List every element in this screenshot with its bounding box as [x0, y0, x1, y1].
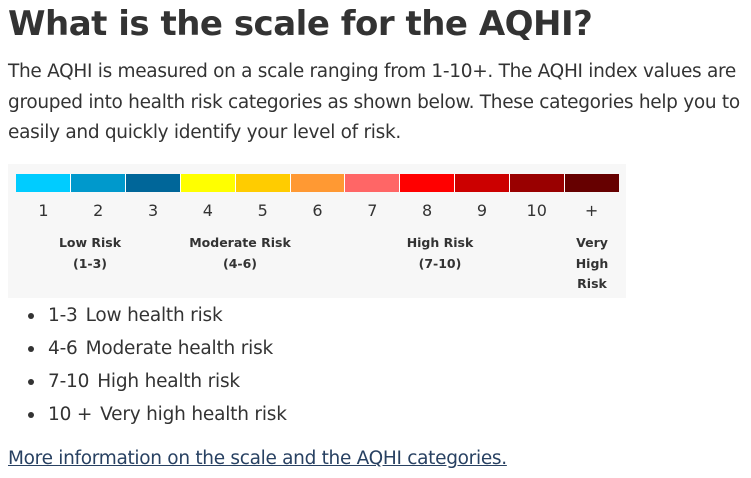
scale-segment-4	[180, 174, 236, 192]
page-title: What is the scale for the AQHI?	[8, 4, 593, 44]
list-item: 10 + Very high health risk	[26, 399, 287, 432]
scale-segment-5	[235, 174, 291, 192]
bullet-dot-icon	[28, 379, 34, 385]
aqhi-scale-numbers: 1 2 3 4 5 6 7 8 9 10 +	[16, 201, 619, 223]
category-low-risk: Low Risk (1-3)	[44, 233, 136, 274]
category-very-high-risk-line2: High	[575, 255, 609, 271]
category-low-risk-name: Low Risk	[58, 235, 122, 250]
aqhi-scale-panel: 1 2 3 4 5 6 7 8 9 10 + Low Risk (1-3) Mo…	[8, 164, 626, 298]
bullet-dot-icon	[28, 346, 34, 352]
list-item-range: 10 +	[48, 404, 93, 425]
category-moderate-risk-name: Moderate Risk	[189, 235, 291, 250]
scale-number-1: 1	[38, 201, 49, 220]
list-item-text: Very high health risk	[100, 404, 287, 425]
category-moderate-risk: Moderate Risk (4-6)	[177, 233, 303, 274]
scale-segment-8	[400, 174, 456, 192]
bullet-dot-icon	[28, 313, 34, 319]
scale-segment-3	[125, 174, 181, 192]
scale-number-4: 4	[202, 201, 213, 220]
scale-number-8: 8	[422, 201, 433, 220]
scale-number-9: 9	[476, 201, 487, 220]
category-very-high-risk: Very High Risk	[564, 233, 620, 295]
list-item-range: 7-10	[48, 371, 90, 392]
scale-number-6: 6	[312, 201, 323, 220]
category-very-high-risk-line1: Very	[576, 235, 608, 250]
bullet-dot-icon	[28, 412, 34, 418]
scale-number-3: 3	[147, 201, 159, 220]
list-item-text: Low health risk	[85, 305, 223, 326]
category-high-risk: High Risk (7-10)	[393, 233, 487, 274]
list-item-text: High health risk	[97, 371, 240, 392]
scale-segment-9	[455, 174, 511, 192]
list-item-range: 4-6	[48, 338, 78, 359]
category-high-risk-name: High Risk	[406, 235, 474, 250]
scale-segment-1	[16, 174, 71, 192]
list-item-text: Moderate health risk	[85, 338, 274, 359]
scale-segment-10	[510, 174, 566, 192]
category-moderate-risk-range: (4-6)	[222, 255, 257, 271]
list-item: 7-10 High health risk	[26, 366, 287, 399]
category-very-high-risk-line3: Risk	[577, 276, 607, 291]
scale-number-5: 5	[257, 201, 268, 220]
scale-segment-6	[290, 174, 346, 192]
list-item: 4-6 Moderate health risk	[26, 333, 287, 366]
risk-category-list: 1-3 Low health risk 4-6 Moderate health ri…	[26, 300, 287, 432]
more-information-link[interactable]: More information on the scale and the AQ…	[8, 448, 507, 469]
scale-number-10: 10	[526, 201, 547, 220]
scale-number-7: 7	[367, 201, 378, 220]
intro-paragraph: The AQHI is measured on a scale ranging …	[8, 61, 740, 143]
scale-number-plus: +	[584, 201, 599, 220]
list-item-range: 1-3	[48, 305, 78, 326]
scale-segment-7	[345, 174, 401, 192]
list-item: 1-3 Low health risk	[26, 300, 287, 333]
scale-segment-2	[70, 174, 126, 192]
category-high-risk-range: (7-10)	[418, 255, 462, 271]
scale-segment-plus	[565, 174, 619, 192]
aqhi-color-bar	[16, 174, 619, 192]
scale-number-2: 2	[93, 201, 104, 220]
category-low-risk-range: (1-3)	[72, 255, 107, 271]
